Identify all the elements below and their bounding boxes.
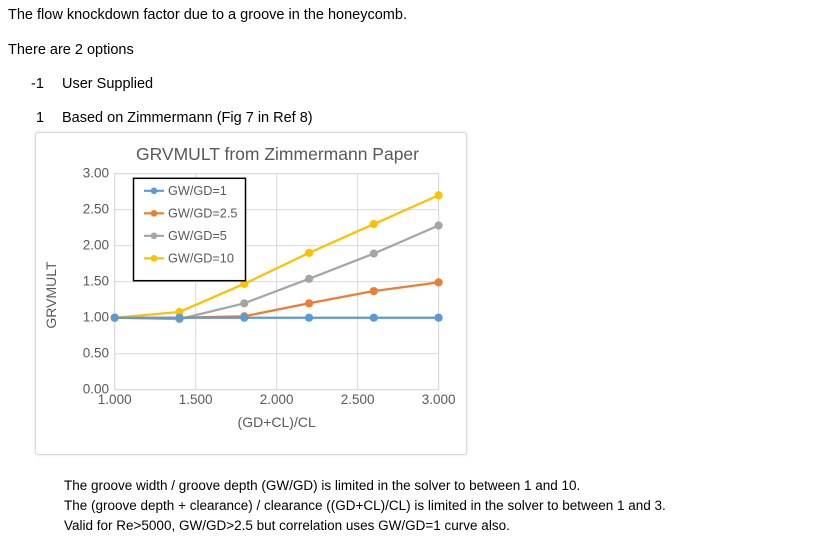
svg-text:2.500: 2.500 <box>341 392 375 407</box>
svg-text:GRVMULT from Zimmermann Paper: GRVMULT from Zimmermann Paper <box>136 144 419 164</box>
svg-text:1.50: 1.50 <box>83 274 109 289</box>
svg-text:1.000: 1.000 <box>98 392 132 407</box>
svg-text:(GD+CL)/CL: (GD+CL)/CL <box>238 414 316 430</box>
svg-text:2.00: 2.00 <box>83 238 109 253</box>
svg-text:GW/GD=5: GW/GD=5 <box>168 229 227 243</box>
svg-text:2.50: 2.50 <box>83 202 109 217</box>
svg-text:3.000: 3.000 <box>422 392 456 407</box>
svg-text:1.500: 1.500 <box>179 392 213 407</box>
svg-text:0.50: 0.50 <box>83 346 109 361</box>
svg-text:GW/GD=1: GW/GD=1 <box>168 184 227 198</box>
svg-text:GRVMULT: GRVMULT <box>43 261 59 329</box>
svg-text:GW/GD=2.5: GW/GD=2.5 <box>168 206 237 220</box>
svg-text:1.00: 1.00 <box>83 310 109 325</box>
svg-text:3.00: 3.00 <box>83 166 109 181</box>
svg-text:GW/GD=10: GW/GD=10 <box>168 251 234 265</box>
svg-text:2.000: 2.000 <box>260 392 294 407</box>
